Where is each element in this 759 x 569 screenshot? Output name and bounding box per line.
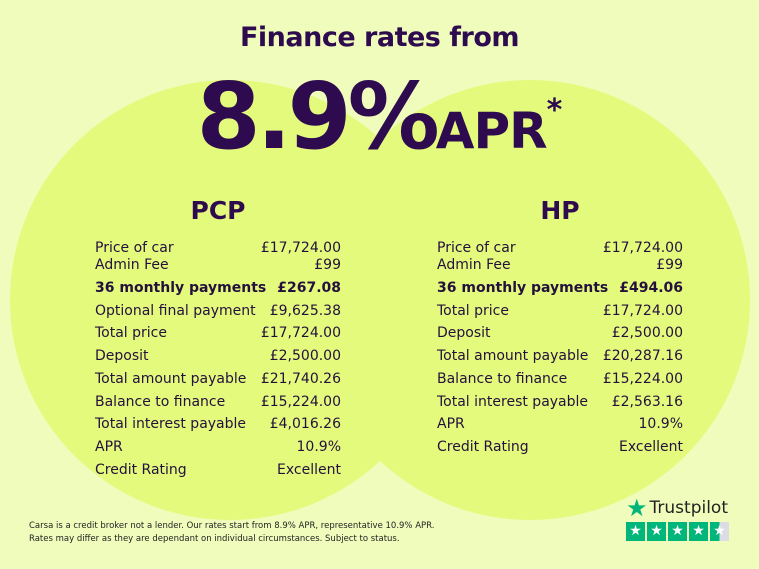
table-row: Price of car £17,724.00 bbox=[437, 240, 683, 256]
background-circle-right bbox=[310, 80, 750, 520]
row-value: £2,563.16 bbox=[611, 393, 683, 410]
trustpilot-rating: ★ ★ ★ ★ ★ bbox=[626, 522, 729, 541]
table-row: Admin Fee £99 bbox=[437, 257, 683, 273]
row-label: APR bbox=[95, 438, 123, 455]
rating-star-icon: ★ bbox=[689, 522, 708, 541]
trustpilot-label: Trustpilot bbox=[649, 498, 728, 518]
rating-star-icon: ★ bbox=[710, 522, 729, 541]
table-row: Total price £17,724.00 bbox=[95, 325, 341, 341]
row-label: Deposit bbox=[437, 325, 491, 342]
disclaimer-line-1: Carsa is a credit broker not a lender. O… bbox=[29, 521, 435, 531]
table-row: APR 10.9% bbox=[95, 439, 341, 455]
row-label: Total price bbox=[95, 325, 167, 342]
table-row: Total amount payable £20,287.16 bbox=[437, 348, 683, 364]
row-value: 10.9% bbox=[638, 416, 683, 433]
row-label: Price of car bbox=[95, 240, 174, 256]
hp-title: HP bbox=[540, 196, 580, 225]
row-label: Total interest payable bbox=[437, 393, 589, 410]
table-row: 36 monthly payments £494.06 bbox=[437, 280, 683, 296]
row-value: £17,724.00 bbox=[602, 302, 683, 319]
trustpilot-star-icon: ★ bbox=[626, 494, 648, 522]
rating-star-icon: ★ bbox=[647, 522, 666, 541]
table-row: Total amount payable £21,740.26 bbox=[95, 371, 341, 387]
row-value: £2,500.00 bbox=[611, 325, 683, 342]
row-label: Optional final payment bbox=[95, 302, 256, 319]
table-row: Deposit £2,500.00 bbox=[437, 325, 683, 341]
table-row: Total interest payable £4,016.26 bbox=[95, 416, 341, 432]
headline: Finance rates from bbox=[239, 22, 520, 53]
table-row: 36 monthly payments £267.08 bbox=[95, 280, 341, 296]
row-value: Excellent bbox=[277, 461, 341, 478]
row-label: Admin Fee bbox=[437, 257, 511, 273]
hero-rate: 8.9%APR* bbox=[0, 62, 759, 172]
row-value: £17,724.00 bbox=[260, 325, 341, 342]
row-label: Total interest payable bbox=[95, 416, 247, 433]
row-label: APR bbox=[437, 416, 465, 433]
row-value: £15,224.00 bbox=[260, 393, 341, 410]
row-value: £17,724.00 bbox=[260, 240, 341, 256]
row-value: 10.9% bbox=[296, 438, 341, 455]
row-value: £99 bbox=[656, 257, 683, 273]
row-value: £20,287.16 bbox=[602, 348, 683, 365]
trustpilot-logo: ★ Trustpilot bbox=[626, 494, 728, 522]
table-row: Optional final payment £9,625.38 bbox=[95, 303, 341, 319]
row-label: Admin Fee bbox=[95, 257, 169, 273]
table-row: Credit Rating Excellent bbox=[95, 462, 341, 478]
row-value: Excellent bbox=[619, 438, 683, 455]
table-row: Credit Rating Excellent bbox=[437, 439, 683, 455]
rating-star-icon: ★ bbox=[626, 522, 645, 541]
row-label: Price of car bbox=[437, 240, 516, 256]
row-value: £4,016.26 bbox=[269, 416, 341, 433]
row-label: Deposit bbox=[95, 348, 149, 365]
asterisk: * bbox=[546, 93, 563, 128]
row-label: Credit Rating bbox=[95, 461, 187, 478]
row-value: £2,500.00 bbox=[269, 348, 341, 365]
table-row: Total price £17,724.00 bbox=[437, 303, 683, 319]
row-value: £17,724.00 bbox=[602, 240, 683, 256]
table-row: Deposit £2,500.00 bbox=[95, 348, 341, 364]
rating-star-icon: ★ bbox=[668, 522, 687, 541]
table-row: APR 10.9% bbox=[437, 416, 683, 432]
row-label: Credit Rating bbox=[437, 438, 529, 455]
row-label: Balance to finance bbox=[95, 393, 226, 410]
row-value: £494.06 bbox=[619, 280, 683, 296]
row-value: £267.08 bbox=[277, 280, 341, 296]
row-value: £21,740.26 bbox=[260, 370, 341, 387]
row-value: £15,224.00 bbox=[602, 370, 683, 387]
pcp-title: PCP bbox=[190, 196, 246, 225]
table-row: Price of car £17,724.00 bbox=[95, 240, 341, 256]
row-label: Balance to finance bbox=[437, 370, 568, 387]
table-row: Total interest payable £2,563.16 bbox=[437, 394, 683, 410]
row-value: £9,625.38 bbox=[269, 302, 341, 319]
table-row: Admin Fee £99 bbox=[95, 257, 341, 273]
row-value: £99 bbox=[314, 257, 341, 273]
row-label: Total amount payable bbox=[437, 348, 589, 365]
row-label: 36 monthly payments bbox=[437, 280, 609, 296]
disclaimer-line-2: Rates may differ as they are dependant o… bbox=[29, 534, 400, 544]
disclaimer: Carsa is a credit broker not a lender. O… bbox=[29, 520, 434, 546]
rate-value: 8.9% bbox=[196, 63, 440, 170]
row-label: 36 monthly payments bbox=[95, 280, 267, 296]
table-row: Balance to finance £15,224.00 bbox=[95, 394, 341, 410]
rate-suffix: APR bbox=[435, 102, 548, 160]
row-label: Total amount payable bbox=[95, 370, 247, 387]
row-label: Total price bbox=[437, 302, 509, 319]
table-row: Balance to finance £15,224.00 bbox=[437, 371, 683, 387]
